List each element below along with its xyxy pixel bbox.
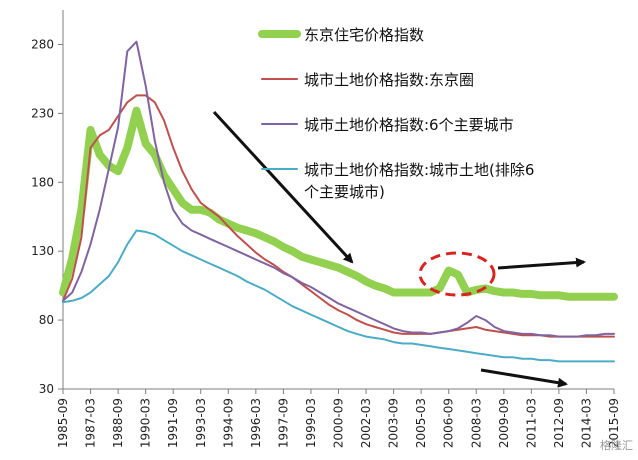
x-tick-label: 2015-09 xyxy=(607,398,621,448)
x-tick-label: 1996-03 xyxy=(249,398,263,448)
x-tick-label: 1988-09 xyxy=(111,398,125,448)
x-tick-label: 1985-09 xyxy=(56,398,70,448)
x-tick-label: 2005-03 xyxy=(414,398,428,448)
series-layer xyxy=(59,40,618,363)
x-tick-label: 1990-03 xyxy=(139,398,153,448)
highlight-ellipse xyxy=(418,251,496,297)
y-tick-label: 180 xyxy=(31,175,54,189)
legend-label-0: 东京住宅价格指数 xyxy=(304,26,424,44)
x-tick-label: 2002-03 xyxy=(359,398,373,448)
series-line-2 xyxy=(62,40,615,338)
x-tick-label: 1999-03 xyxy=(304,398,318,448)
axes: 30 80 130 180 230 280 1985-09 1987-03 1988-09 199… xyxy=(31,10,621,448)
x-tick-label: 2009-09 xyxy=(497,398,511,448)
legend-label-3: 个主要城市) xyxy=(304,183,385,201)
y-tick-label: 80 xyxy=(39,313,54,327)
x-tick-label: 2008-03 xyxy=(469,398,483,448)
trend-arrow-low xyxy=(480,368,568,388)
legend-label-3: 城市土地价格指数:城市土地(排除6 xyxy=(304,161,534,179)
x-tick-label: 1987-03 xyxy=(84,398,98,448)
trend-arrow-flat xyxy=(497,257,586,270)
y-tick-label: 130 xyxy=(31,244,54,258)
x-tick-label: 2011-03 xyxy=(524,398,538,448)
x-tick-label: 2014-03 xyxy=(579,398,593,448)
legend: 东京住宅价格指数城市土地价格指数:东京圈城市土地价格指数:6个主要城市城市土地价… xyxy=(258,26,534,201)
series-line-1 xyxy=(62,94,615,338)
series-line-3 xyxy=(62,229,615,363)
x-tick-label: 2006-09 xyxy=(442,398,456,448)
trend-arrow-main xyxy=(212,110,354,264)
x-tick-label: 1991-09 xyxy=(166,398,180,448)
legend-label-2: 城市土地价格指数:6个主要城市 xyxy=(304,116,514,134)
x-tick-label: 2012-09 xyxy=(552,398,566,448)
x-tick-label: 2003-09 xyxy=(387,398,401,448)
x-tick-label: 1994-09 xyxy=(221,398,235,448)
series-line-0 xyxy=(59,106,618,301)
annotations xyxy=(212,110,586,388)
y-tick-label: 280 xyxy=(31,37,54,51)
y-tick-label: 230 xyxy=(31,106,54,120)
x-tick-label: 1997-09 xyxy=(276,398,290,448)
watermark-text: 格隆汇 xyxy=(600,438,633,452)
y-tick-label: 30 xyxy=(39,382,54,396)
x-tick-label: 1993-03 xyxy=(194,398,208,448)
x-tick-label: 2000-09 xyxy=(332,398,346,448)
legend-label-1: 城市土地价格指数:东京圈 xyxy=(304,71,474,89)
